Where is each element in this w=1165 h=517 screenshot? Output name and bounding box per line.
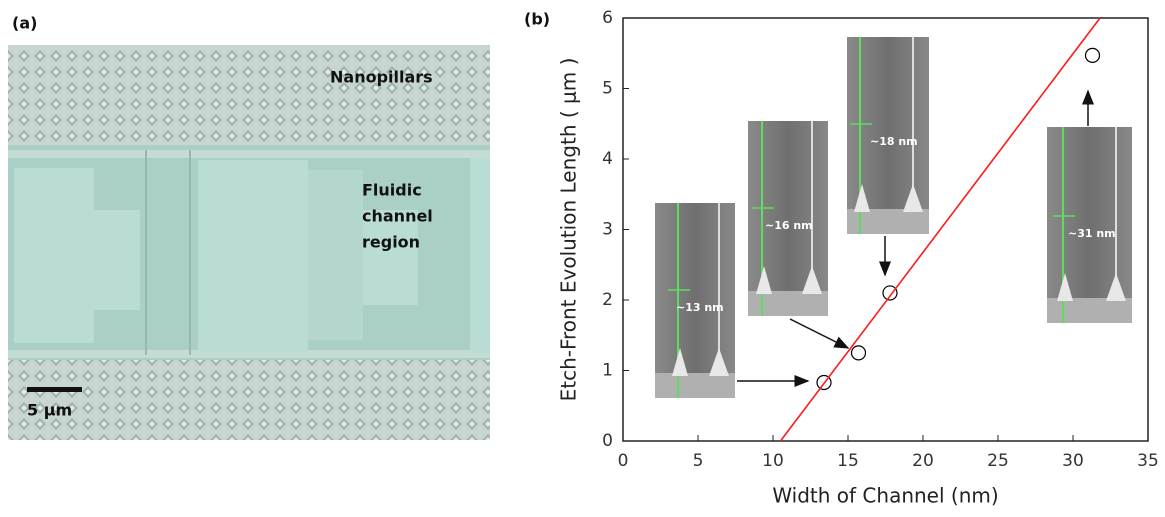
x-tick-label: 25 [987,451,1009,471]
panel-label: (b) [524,10,550,29]
annotation: Nanopillars [330,68,433,87]
y-tick-label: 6 [602,8,613,28]
x-tick-label: 10 [762,451,784,471]
arrow [790,319,848,348]
x-axis-label: Width of Channel (nm) [772,484,998,508]
sem-floor [655,373,735,398]
inset-label: ~18 nm [870,135,918,148]
x-tick-label: 30 [1062,451,1084,471]
y-axis-label: Etch-Front Evolution Length ( μm ) [557,58,581,402]
y-tick-label: 4 [602,149,613,169]
annotation: channel [362,207,433,226]
x-tick-label: 15 [837,451,859,471]
y-tick-label: 5 [602,79,613,99]
data-point [883,286,897,300]
annotation: Fluidic [362,181,422,200]
inset-label: ~16 nm [765,219,813,232]
inset-label: ~13 nm [676,301,724,314]
x-tick-label: 0 [618,451,629,471]
y-tick-label: 1 [602,361,613,381]
annotation: region [362,233,420,252]
inset-label: ~31 nm [1068,227,1116,240]
sem-floor [1047,298,1132,323]
y-tick-label: 3 [602,220,613,240]
data-point [1086,48,1100,62]
y-tick-label: 0 [602,431,613,451]
x-tick-label: 35 [1137,451,1159,471]
x-tick-label: 20 [912,451,934,471]
sem-floor [748,291,828,316]
data-point [852,346,866,360]
sem-insets: ~13 nm ~16 nm ~18 nm ~31 nm [655,37,1132,398]
scale-bar-label: 5 μm [27,401,72,420]
figure: (a) Nanopillars Fluidic channel region 5 μm (b… [0,0,1165,517]
x-tick-label: 5 [693,451,704,471]
y-tick-label: 2 [602,290,613,310]
panel-label: (a) [12,14,37,33]
